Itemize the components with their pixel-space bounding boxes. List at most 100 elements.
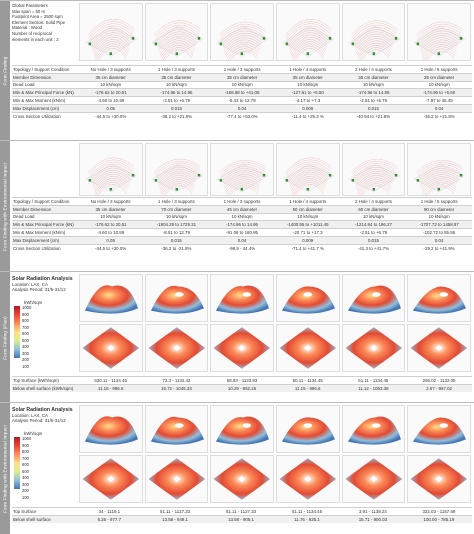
solar-shell-image [276,274,340,322]
table-cell: 13.58 - 949.1 [142,514,209,523]
table-cell: 10 kN/sqm [274,212,341,221]
table-cell: 10.29 - 952.25 [209,383,275,392]
form-finding-table: Topology / Support Condition No Hole / 3 … [12,65,472,120]
table-cell: 10 kN/sqm [143,212,210,221]
table-row: Topology / Support Condition No Hole / 3 … [12,65,472,74]
solar-panel-2: Form Finding with Environmental Impact S… [0,402,474,534]
table-cell: -44.5 to +30.0% [77,111,144,120]
table-cell: -1400.55 to +1011.45 [274,220,341,229]
solar-panel-1: Form Finding (Plan) Solar Radiation Anal… [0,271,474,403]
table-cell: 1 Hole / 3 supports [143,197,210,206]
solar-plan-image [407,324,472,372]
solar-shell-image [407,405,472,453]
table-cell: 0.015 [143,235,210,245]
params-title: Global Parameters [12,3,48,8]
table-cell: 11.76 - 925.1 [274,514,340,523]
table-cell: -8.51 to 12.79 [143,228,210,237]
table-cell: 0.015 [340,235,407,245]
table-cell: 68.93 - 1133.93 [209,376,275,385]
params-line: elements in each unit : 2 [12,36,59,42]
wireframe-model-image [79,143,143,196]
table-cell: -2.51 to +6.79 [143,96,210,105]
wireframe-model-image [341,143,406,196]
form-finding-panel: Form Finding Global Parameters Max span … [0,0,474,141]
table-cell: -166.88 to +41.08 [209,88,275,97]
table-cell: 2.67 - 967.02 [406,383,472,392]
table-cell: 0.04 [406,103,472,113]
table-row: Min & Max Moment (kN/m) -4.60 to 10.59 -2.… [12,96,472,105]
table-cell: -4.17 to +7.3 [274,96,341,105]
table-cell: 10 kN/sqm [340,212,407,221]
table-cell: -2.51 to +6.79 [340,228,407,237]
table-row: Top Surface 34 - 1119.1 51.11 - 1127.33 51.… [12,507,472,516]
table-cell: 35 cm diameter [340,72,407,82]
table-row: Max Displacement (cm) 0.05 0.015 0.04 0.009 0… [12,103,472,113]
wireframe-model-image [407,3,472,61]
params-line: Number of reciprocal [12,30,52,36]
table-cell: -29.2 to +41.9% [406,243,472,252]
form-finding-env-panel: Form Finding with Environmental Impact T… [0,140,474,272]
ramp-tick: 400 [22,344,29,349]
row-label: Cross Section Utilization [12,243,78,252]
solar-shell-image [341,274,406,322]
wireframe-model-image [210,3,275,61]
wireframe-model-image [407,143,472,196]
row-label: Member Dimension [12,204,78,214]
solar-shell-image [341,405,406,453]
row-label: Cross Section Utilization [12,111,78,120]
solar-period-2: Analysis Period: 31/5-31/12 [12,418,66,423]
wireframe-model-image [79,3,143,61]
table-cell: 10 kN/sqm [406,212,472,221]
table-cell: 0.04 [209,235,275,245]
table-cell: 265.02 - 1132.05 [406,376,472,385]
form-finding-env-sidebar: Form Finding with Environmental Impact [0,141,10,272]
table-cell: -174.96 to +6.50 [406,88,472,97]
table-cell: -1214.84 to 196.27 [340,220,407,229]
table-cell: 0.009 [274,235,341,245]
solar-unit-1: kWh/sqm [24,300,43,305]
color-ramp-2 [14,437,20,489]
table-cell: 1 Hole / 3 supports [209,197,275,206]
table-row: Min & Max Principal Force (kN) -176.62 to… [12,220,472,229]
row-label: Topology / Support Condition [12,65,78,74]
table-cell: 1 Hole / 5 supports [406,197,472,206]
table-cell: 10 kN/sqm [406,80,472,89]
table-cell: -71.4 to +41.7 % [274,243,341,252]
table-cell: -40.94 to +21.8% [340,111,407,120]
wireframe-model-image [210,143,275,196]
ramp-tick: 900 [22,442,29,448]
table-row: Topology / Support Condition No Hole / 3 … [12,197,472,206]
row-label: Top Surface [12,507,77,516]
form-finding-models [78,3,472,61]
table-cell: -102.72 to 55.55 [406,228,472,237]
wireframe-model-image [144,3,209,61]
table-cell: 51.11 - 1127.33 [142,507,209,516]
table-cell: -174.96 to 14.95 [340,88,407,97]
table-cell: 10 kN/sqm [274,80,341,89]
table-cell: 10 kN/sqm [77,212,144,221]
table-cell: 35 cm diameter [406,72,472,82]
table-cell: 11.15 - 996.6 [274,383,341,392]
table-cell: 35 cm diameter [77,204,144,214]
table-cell: 70 cm diameter [143,204,210,214]
table-cell: 11.15 - 996.6 [77,383,144,392]
solar-title-2: Solar Radiation Analysis [12,407,73,413]
solar-plan-image [144,324,209,372]
table-cell: -2.51 to +6.79 [340,96,407,105]
table-cell: 0.015 [143,103,210,113]
table-cell: 3.91 - 1138.24 [339,507,406,516]
table-row: Member Dimension 35 cm diameter 70 cm diam… [12,204,472,214]
ramp-tick: 400 [22,475,29,480]
solar-unit-2: kWh/sqm [24,431,43,436]
solar-plan-image [144,455,209,503]
row-label: Top Surface (kWh/sqm) [12,376,78,385]
ramp-tick: 600 [22,462,29,467]
solar-sidebar-2: Form Finding with Environmental Impact [0,403,10,534]
table-cell: 1 Hole / 5 supports [406,65,472,74]
table-cell: 15.71 - 900.03 [339,514,406,523]
solar-location-1: Location: LAX, CA [12,282,48,287]
row-label: Min & Max Moment (kN/m) [12,96,78,105]
table-row: Dead Load 10 kN/sqm 10 kN/sqm 10 kN/sqm 10 k… [12,212,472,221]
table-cell: -11.4 to +25.3 % [274,111,341,120]
table-cell: -91.06 to 160.95 [209,228,275,237]
